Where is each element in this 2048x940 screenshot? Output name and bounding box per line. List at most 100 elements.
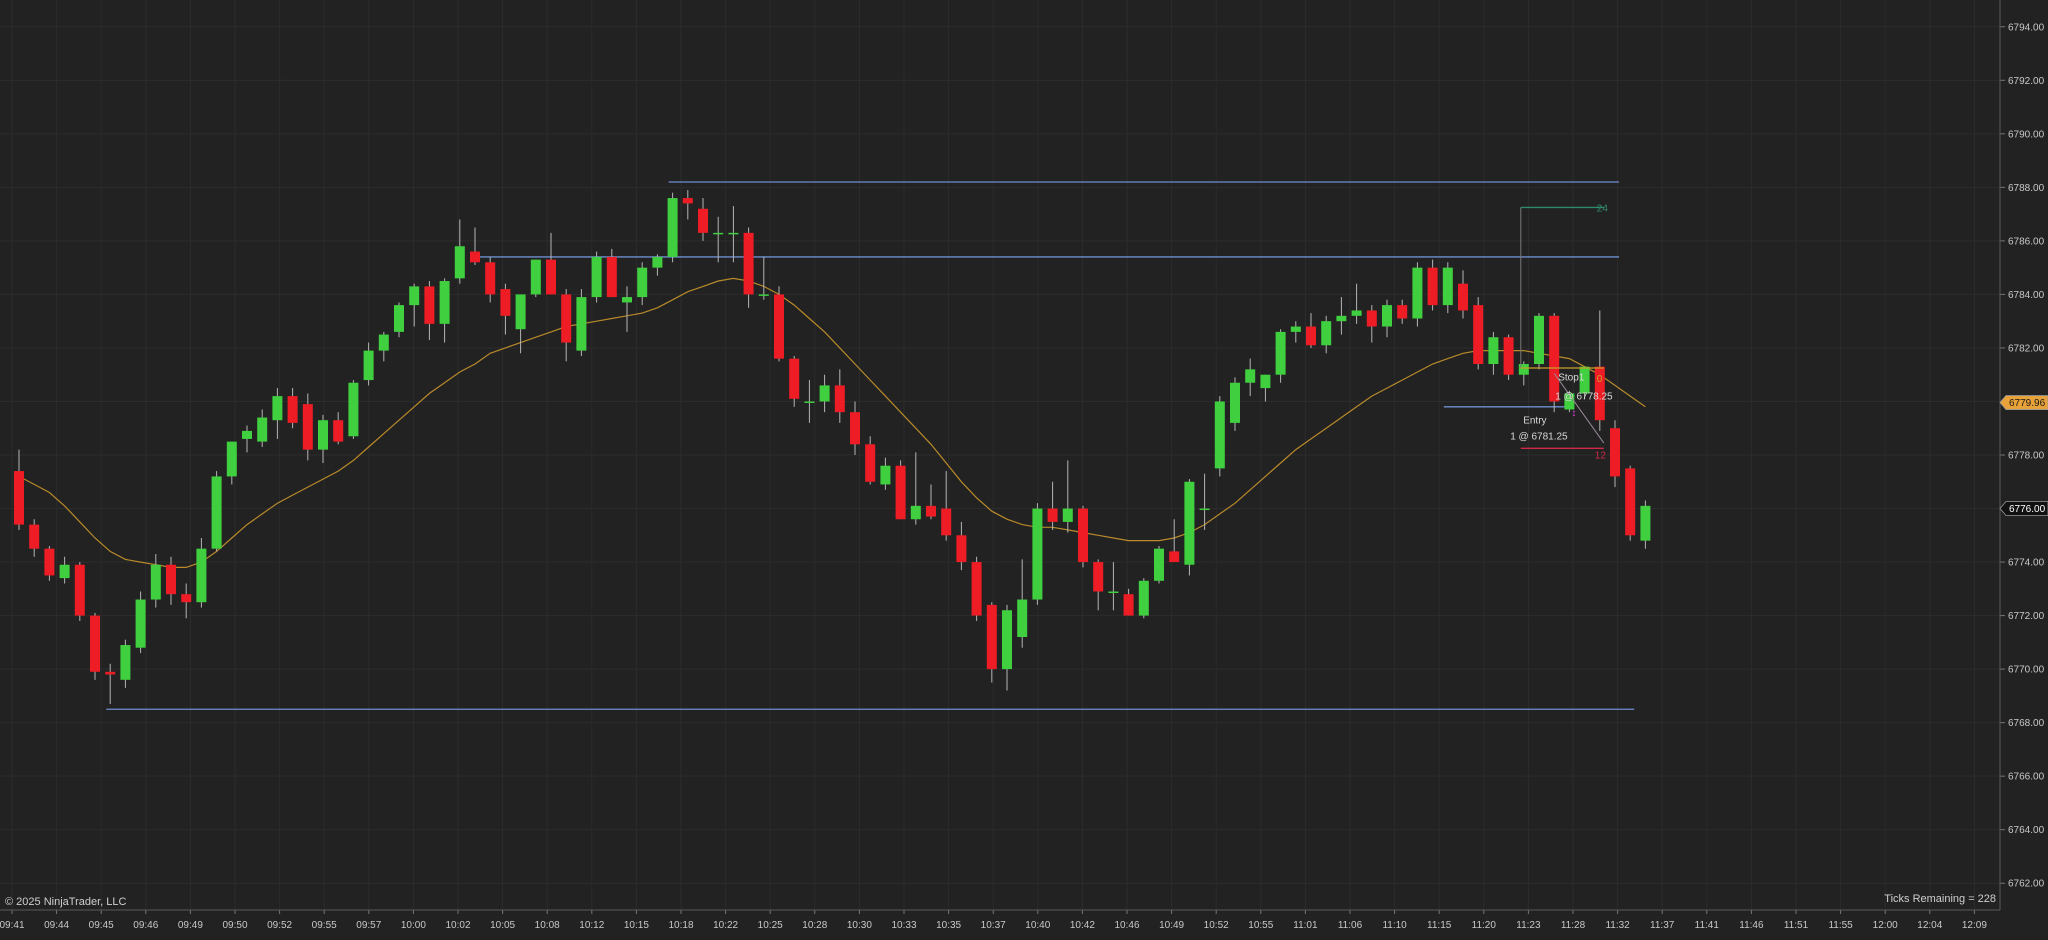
candle-up bbox=[1321, 321, 1332, 346]
candle-up bbox=[1214, 401, 1225, 469]
candle-down bbox=[74, 564, 85, 616]
candle-up bbox=[135, 599, 146, 648]
time-tick-label: 11:51 bbox=[1784, 920, 1809, 931]
candle-down bbox=[302, 404, 313, 450]
candle-down bbox=[470, 251, 480, 263]
time-tick-label: 11:28 bbox=[1561, 920, 1586, 931]
time-tick-label: 10:15 bbox=[624, 920, 649, 931]
price-tick-label: 6790.00 bbox=[2008, 129, 2045, 140]
time-tick-label: 11:20 bbox=[1472, 920, 1497, 931]
time-tick-label: 09:41 bbox=[0, 920, 25, 931]
entry-fill-label: 1 @ 6781.25 bbox=[1510, 432, 1568, 443]
candle-up bbox=[1275, 331, 1286, 375]
candle-down bbox=[682, 198, 693, 204]
candle-down bbox=[90, 615, 100, 672]
candle-down bbox=[895, 465, 906, 520]
time-tick-label: 11:37 bbox=[1650, 920, 1675, 931]
time-tick-label: 11:41 bbox=[1695, 920, 1720, 931]
stop-fill-label: 1 @ 6778.25 bbox=[1555, 391, 1613, 402]
candle-down bbox=[287, 396, 298, 423]
candle-down bbox=[333, 420, 344, 442]
price-tick-label: 6786.00 bbox=[2008, 236, 2045, 247]
candle-up bbox=[1579, 366, 1590, 394]
candle-up bbox=[667, 198, 678, 257]
time-tick-label: 10:22 bbox=[713, 920, 738, 931]
candle-down bbox=[926, 505, 936, 517]
candle-down bbox=[105, 671, 116, 675]
time-tick-label: 10:46 bbox=[1114, 920, 1139, 931]
candle-down bbox=[941, 508, 952, 536]
candle-down bbox=[850, 412, 860, 445]
time-tick-label: 11:55 bbox=[1828, 920, 1853, 931]
candle-up bbox=[242, 430, 252, 439]
time-tick-label: 10:00 bbox=[401, 920, 426, 931]
time-tick-label: 09:45 bbox=[89, 920, 114, 931]
candle-up bbox=[257, 417, 268, 442]
candle-up bbox=[120, 645, 131, 680]
candle-up bbox=[910, 505, 921, 520]
candle-up bbox=[1260, 374, 1271, 389]
candle-down bbox=[1169, 551, 1180, 563]
time-tick-label: 09:44 bbox=[44, 920, 69, 931]
time-tick-label: 09:55 bbox=[312, 920, 337, 931]
candle-up bbox=[1199, 508, 1210, 511]
candle-up bbox=[1442, 267, 1453, 306]
time-tick-label: 11:32 bbox=[1605, 920, 1630, 931]
candle-down bbox=[485, 262, 496, 295]
entry-tag-label: Entry bbox=[1523, 416, 1546, 427]
candle-down bbox=[14, 471, 24, 525]
time-tick-label: 11:23 bbox=[1516, 920, 1541, 931]
price-tick-label: 6788.00 bbox=[2008, 183, 2045, 194]
candle-up bbox=[880, 465, 891, 485]
candle-down bbox=[743, 232, 754, 295]
candle-down bbox=[1594, 366, 1605, 421]
candle-down bbox=[1625, 468, 1636, 536]
candle-up bbox=[272, 396, 283, 421]
candle-up bbox=[348, 382, 359, 437]
candle-up bbox=[713, 232, 724, 235]
candle-up bbox=[652, 256, 663, 268]
candle-up bbox=[804, 401, 815, 403]
price-tick-label: 6772.00 bbox=[2008, 611, 2045, 622]
time-tick-label: 09:50 bbox=[222, 920, 247, 931]
candle-up bbox=[1290, 326, 1301, 332]
candle-down bbox=[166, 564, 176, 595]
candle-down bbox=[865, 444, 876, 482]
candle-up bbox=[1154, 548, 1164, 581]
candle-up bbox=[1230, 382, 1240, 423]
candle-up bbox=[439, 281, 450, 324]
price-tick-label: 6794.00 bbox=[2008, 22, 2045, 33]
candle-up bbox=[363, 350, 374, 381]
time-tick-label: 10:08 bbox=[535, 920, 560, 931]
time-tick-label: 10:49 bbox=[1159, 920, 1184, 931]
time-tick-label: 10:05 bbox=[490, 920, 515, 931]
time-tick-label: 10:55 bbox=[1248, 920, 1273, 931]
time-tick-label: 10:37 bbox=[981, 920, 1006, 931]
candle-down bbox=[1458, 283, 1468, 311]
time-tick-label: 09:57 bbox=[356, 920, 381, 931]
candle-up bbox=[196, 548, 207, 603]
time-tick-label: 10:25 bbox=[758, 920, 783, 931]
candle-down bbox=[44, 548, 55, 576]
candle-up bbox=[637, 267, 648, 298]
candle-down bbox=[1427, 267, 1438, 306]
candle-down bbox=[986, 604, 997, 670]
candle-down bbox=[1123, 594, 1134, 616]
price-tick-label: 6770.00 bbox=[2008, 665, 2045, 676]
time-tick-label: 09:49 bbox=[178, 920, 203, 931]
candle-down bbox=[1366, 310, 1377, 327]
candle-down bbox=[789, 358, 800, 399]
time-tick-label: 11:15 bbox=[1427, 920, 1452, 931]
price-tick-label: 6766.00 bbox=[2008, 772, 2045, 783]
candle-down bbox=[1306, 326, 1316, 346]
candle-up bbox=[591, 256, 602, 298]
candle-up bbox=[1062, 508, 1073, 522]
candle-up bbox=[1382, 305, 1392, 327]
time-tick-label: 10:30 bbox=[847, 920, 872, 931]
price-tick-label: 6792.00 bbox=[2008, 76, 2045, 87]
copyright-text: © 2025 NinjaTrader, LLC bbox=[5, 896, 127, 908]
candle-down bbox=[774, 294, 784, 359]
